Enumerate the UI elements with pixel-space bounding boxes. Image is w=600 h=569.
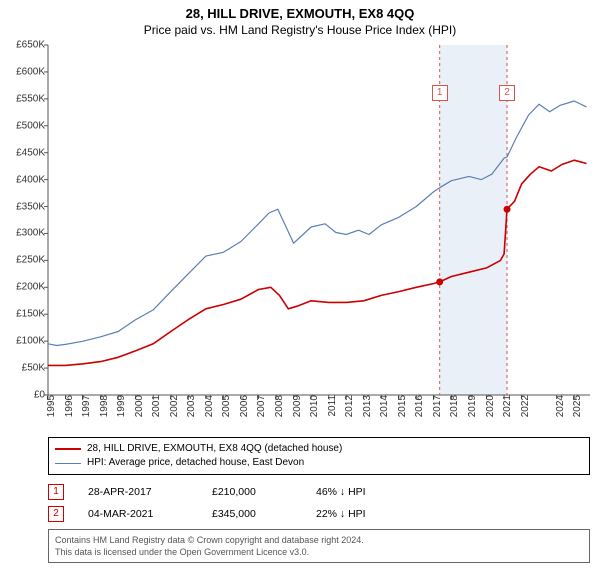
y-tick-label: £450K — [16, 147, 48, 158]
x-tick-label: 2006 — [236, 395, 250, 417]
sale-marker-badge: 1 — [432, 85, 448, 101]
legend-swatch — [55, 448, 81, 450]
chart-container: 28, HILL DRIVE, EXMOUTH, EX8 4QQ Price p… — [0, 6, 600, 563]
sale-row: 1 28-APR-2017 £210,000 46% ↓ HPI — [48, 481, 590, 503]
y-tick-label: £650K — [16, 40, 48, 51]
y-tick-label: £500K — [16, 120, 48, 131]
x-tick-label: 2001 — [148, 395, 162, 417]
y-tick-label: £200K — [16, 282, 48, 293]
legend-item: HPI: Average price, detached house, East… — [55, 456, 583, 470]
x-tick-label: 2021 — [499, 395, 513, 417]
x-tick-label: 2014 — [376, 395, 390, 417]
x-tick-label: 2011 — [324, 395, 338, 417]
sale-date: 28-APR-2017 — [88, 481, 188, 503]
x-tick-label: 2015 — [394, 395, 408, 417]
sales-table: 1 28-APR-2017 £210,000 46% ↓ HPI 2 04-MAR-202… — [48, 481, 590, 525]
sale-delta: 22% ↓ HPI — [316, 503, 366, 525]
x-tick-label: 2022 — [517, 395, 531, 417]
legend-item: 28, HILL DRIVE, EXMOUTH, EX8 4QQ (detach… — [55, 442, 583, 456]
attribution: Contains HM Land Registry data © Crown c… — [48, 529, 590, 563]
y-tick-label: £400K — [16, 174, 48, 185]
y-tick-label: £50K — [22, 363, 48, 374]
x-tick-label: 2004 — [201, 395, 215, 417]
sale-delta: 46% ↓ HPI — [316, 481, 366, 503]
y-tick-label: £600K — [16, 66, 48, 77]
plot-area: £0£50K£100K£150K£200K£250K£300K£350K£400… — [48, 45, 590, 395]
x-tick-label: 2012 — [341, 395, 355, 417]
attribution-line1: Contains HM Land Registry data © Crown c… — [55, 534, 583, 546]
x-tick-label: 2002 — [166, 395, 180, 417]
y-tick-label: £250K — [16, 255, 48, 266]
y-tick-label: £150K — [16, 309, 48, 320]
x-tick-label: 2019 — [464, 395, 478, 417]
legend-label: 28, HILL DRIVE, EXMOUTH, EX8 4QQ (detach… — [87, 442, 342, 456]
x-tick-label: 2013 — [359, 395, 373, 417]
x-tick-label: 2018 — [446, 395, 460, 417]
legend-swatch — [55, 463, 81, 464]
x-tick-label: 2003 — [183, 395, 197, 417]
x-tick-label: 1996 — [61, 395, 75, 417]
chart-title: 28, HILL DRIVE, EXMOUTH, EX8 4QQ — [0, 6, 600, 21]
x-tick-label: 2007 — [253, 395, 267, 417]
x-tick-label: 2009 — [289, 395, 303, 417]
sale-row: 2 04-MAR-2021 £345,000 22% ↓ HPI — [48, 503, 590, 525]
x-tick-label: 2000 — [131, 395, 145, 417]
sale-badge: 1 — [48, 484, 64, 500]
legend-label: HPI: Average price, detached house, East… — [87, 456, 304, 470]
y-tick-label: £550K — [16, 93, 48, 104]
x-tick-label: 2020 — [482, 395, 496, 417]
x-tick-label: 2010 — [306, 395, 320, 417]
y-tick-label: £300K — [16, 228, 48, 239]
x-tick-label: 2024 — [552, 395, 566, 417]
x-tick-label: 1998 — [96, 395, 110, 417]
attribution-line2: This data is licensed under the Open Gov… — [55, 546, 583, 558]
chart-subtitle: Price paid vs. HM Land Registry's House … — [0, 23, 600, 37]
x-tick-label: 1999 — [113, 395, 127, 417]
sale-date: 04-MAR-2021 — [88, 503, 188, 525]
x-tick-label: 2005 — [218, 395, 232, 417]
x-tick-label: 2008 — [271, 395, 285, 417]
x-tick-label: 2025 — [569, 395, 583, 417]
sale-marker-badge: 2 — [499, 85, 515, 101]
x-tick-label: 2017 — [429, 395, 443, 417]
x-tick-label: 1997 — [78, 395, 92, 417]
y-tick-label: £350K — [16, 201, 48, 212]
y-tick-label: £100K — [16, 336, 48, 347]
sale-badge: 2 — [48, 506, 64, 522]
sale-price: £345,000 — [212, 503, 292, 525]
legend: 28, HILL DRIVE, EXMOUTH, EX8 4QQ (detach… — [48, 437, 590, 475]
x-tick-label: 2016 — [411, 395, 425, 417]
x-tick-label: 1995 — [43, 395, 57, 417]
sale-price: £210,000 — [212, 481, 292, 503]
